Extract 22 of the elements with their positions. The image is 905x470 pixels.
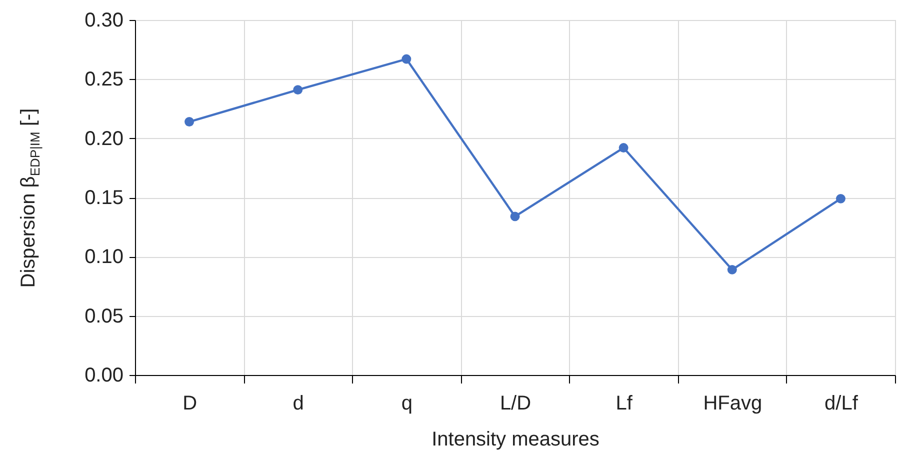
y-tick-label: 0.25 (84, 68, 124, 91)
y-tick-label: 0.10 (84, 246, 124, 268)
x-tick-label: L/D (500, 392, 532, 414)
x-tick-label: D (182, 392, 198, 414)
y-tick-label: 0.30 (84, 10, 124, 32)
x-tick-label: q (401, 392, 412, 414)
x-tick-label: HFavg (703, 392, 762, 414)
point (184, 117, 194, 126)
x-axis-title: Intensity measures (432, 428, 600, 450)
y-tick-label: 0.00 (84, 364, 124, 386)
x-tick-label: d (292, 392, 304, 414)
point (618, 143, 628, 153)
point (402, 54, 412, 64)
y-tick-label: 0.20 (84, 128, 124, 150)
x-tick-label: d/Lf (824, 392, 858, 414)
y-tick-label: 0.05 (84, 305, 124, 328)
point (293, 85, 303, 95)
y-tick-label: 0.15 (84, 187, 124, 209)
point (510, 212, 520, 222)
x-tick-label: Lf (616, 392, 633, 414)
point (836, 194, 846, 204)
point (727, 264, 737, 274)
